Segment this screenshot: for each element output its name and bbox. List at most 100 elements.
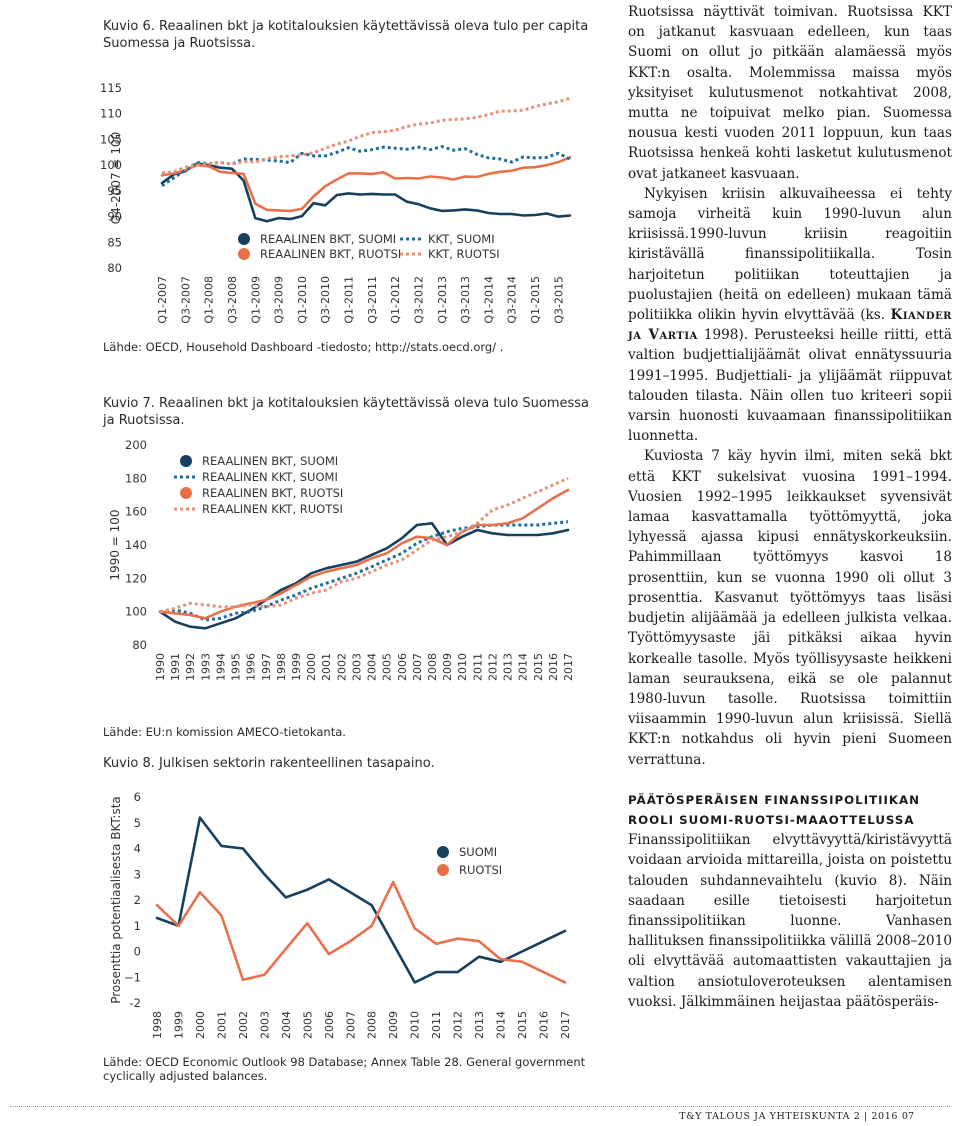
legend-swatch — [180, 455, 192, 467]
y-tick-label: 95 — [107, 184, 122, 198]
paragraph-2-text-b: 1998). Perusteeksi heille riitti, että v… — [628, 327, 952, 445]
x-tick-label: Q1-2011 — [343, 276, 356, 324]
x-tick-label: 2009 — [387, 1011, 400, 1039]
section-heading: Päätösperäisen finanssipolitiikan rooli … — [628, 792, 921, 827]
x-tick-label: 2015 — [516, 1011, 529, 1039]
legend-label: REAALINEN BKT, SUOMI — [260, 232, 396, 246]
x-tick-label: 1999 — [290, 653, 303, 681]
x-tick-label: 2002 — [237, 1011, 250, 1039]
y-axis-title: Prosenttia potentiaalisesta BKT:sta — [109, 796, 123, 1004]
legend-label: REAALINEN BKT, RUOTSI — [260, 247, 401, 261]
legend-label: REAALINEN BKT, RUOTSI — [202, 486, 343, 500]
y-tick-label: 110 — [100, 107, 122, 121]
legend-swatch — [238, 233, 250, 245]
x-tick-label: 2017 — [559, 1011, 572, 1039]
x-tick-label: 2006 — [323, 1011, 336, 1039]
x-tick-label: Q1-2010 — [296, 276, 309, 324]
legend-swatch — [437, 864, 449, 876]
x-tick-label: 2013 — [502, 653, 515, 681]
series-line — [160, 156, 572, 213]
y-tick-label: 90 — [107, 210, 122, 224]
y-tick-label: 115 — [100, 81, 122, 95]
x-tick-label: Q3-2008 — [226, 276, 239, 324]
legend-label: REAALINEN BKT, SUOMI — [202, 454, 338, 468]
x-tick-label: Q3-2009 — [273, 276, 286, 324]
y-tick-label: 100 — [100, 158, 122, 172]
x-tick-label: 2003 — [350, 653, 363, 681]
x-tick-label: 2014 — [517, 653, 530, 681]
x-tick-label: 2010 — [409, 1011, 422, 1039]
citation-reference: Kiander ja Vartia — [628, 307, 952, 344]
y-tick-label: 6 — [134, 790, 141, 804]
x-tick-label: 2007 — [411, 653, 424, 681]
x-tick-label: 2004 — [366, 653, 379, 681]
x-tick-label: 2004 — [280, 1011, 293, 1039]
x-tick-label: Q1-2013 — [436, 276, 449, 324]
x-tick-label: Q3-2014 — [506, 276, 519, 324]
y-tick-label: 100 — [125, 605, 147, 619]
y-tick-label: 80 — [132, 638, 147, 652]
x-tick-label: Q3-2011 — [366, 276, 379, 324]
x-tick-label: 2001 — [320, 653, 333, 681]
x-tick-label: 1994 — [214, 653, 227, 681]
figure7-caption: Kuvio 7. Reaalinen bkt ja kotitalouksien… — [103, 396, 590, 428]
x-tick-label: 1997 — [260, 653, 273, 681]
figure8-caption: Kuvio 8. Julkisen sektorin rakenteelline… — [103, 756, 435, 771]
x-tick-label: 2016 — [538, 1011, 551, 1039]
x-tick-label: Q3-2013 — [459, 276, 472, 324]
legend-label: REAALINEN KKT, SUOMI — [202, 470, 338, 484]
x-tick-label: Q3-2007 — [179, 276, 192, 324]
y-tick-label: -2 — [130, 996, 141, 1010]
x-tick-label: Q1-2015 — [529, 276, 542, 324]
page-footer: T&Y TALOUS JA YHTEISKUNTA 2 | 2016 07 — [0, 1102, 960, 1126]
x-tick-label: 2006 — [396, 653, 409, 681]
y-tick-label: 160 — [125, 505, 147, 519]
x-tick-label: Q1-2007 — [156, 276, 169, 324]
y-tick-label: 120 — [125, 571, 147, 585]
y-tick-label: 200 — [125, 438, 147, 452]
x-tick-label: 2016 — [547, 653, 560, 681]
x-tick-label: Q1-2012 — [389, 276, 402, 324]
x-tick-label: 2014 — [495, 1011, 508, 1039]
x-tick-label: 2017 — [562, 653, 575, 681]
y-tick-label: 4 — [134, 842, 141, 856]
series-line — [158, 488, 570, 620]
x-tick-label: 2012 — [452, 1011, 465, 1039]
x-tick-label: 1992 — [184, 653, 197, 681]
x-tick-label: 2008 — [426, 653, 439, 681]
legend-label: REAALINEN KKT, RUOTSI — [202, 502, 343, 516]
figure7-source: Lähde: EU:n komission AMECO-tietokanta. — [103, 725, 346, 739]
figure6-chart: 115 110 105 100 95 90 85 80 Q4-2007 = 100 Q1-2007… — [100, 81, 572, 324]
series-line — [155, 816, 567, 984]
legend-label: RUOTSI — [459, 863, 502, 877]
x-tick-label: Q1-2014 — [482, 276, 495, 324]
x-tick-label: 1993 — [199, 653, 212, 681]
series-line — [160, 162, 572, 223]
article-column: Ruotsissa näyttivät toimivan. Ruotsissa … — [628, 0, 952, 1012]
y-tick-label: −1 — [124, 970, 141, 984]
figures-column: Kuvio 6. Reaalinen bkt ja kotitalouksien… — [100, 19, 590, 1083]
x-tick-label: Q1-2009 — [249, 276, 262, 324]
legend-label: KKT, RUOTSI — [428, 247, 500, 261]
x-tick-label: 1995 — [230, 653, 243, 681]
y-tick-label: 1 — [134, 919, 141, 933]
x-tick-label: 2003 — [258, 1011, 271, 1039]
x-tick-label: Q3-2012 — [412, 276, 425, 324]
x-tick-label: 2013 — [473, 1011, 486, 1039]
x-tick-label: 2011 — [430, 1011, 443, 1039]
legend-swatch — [180, 487, 192, 499]
x-tick-label: 2001 — [215, 1011, 228, 1039]
x-tick-label: 2005 — [301, 1011, 314, 1039]
y-tick-label: 0 — [134, 945, 141, 959]
x-tick-label: 2000 — [305, 653, 318, 681]
x-tick-label: 2011 — [471, 653, 484, 681]
legend-swatch — [238, 248, 250, 260]
x-tick-label: Q3-2010 — [319, 276, 332, 324]
figure8-source: Lähde: OECD Economic Outlook 98 Database… — [103, 1055, 586, 1083]
y-tick-label: 105 — [100, 132, 122, 146]
x-tick-label: 2012 — [486, 653, 499, 681]
x-tick-label: 1996 — [245, 653, 258, 681]
series-line — [161, 145, 571, 187]
footer-page-number: 07 — [901, 1111, 914, 1122]
